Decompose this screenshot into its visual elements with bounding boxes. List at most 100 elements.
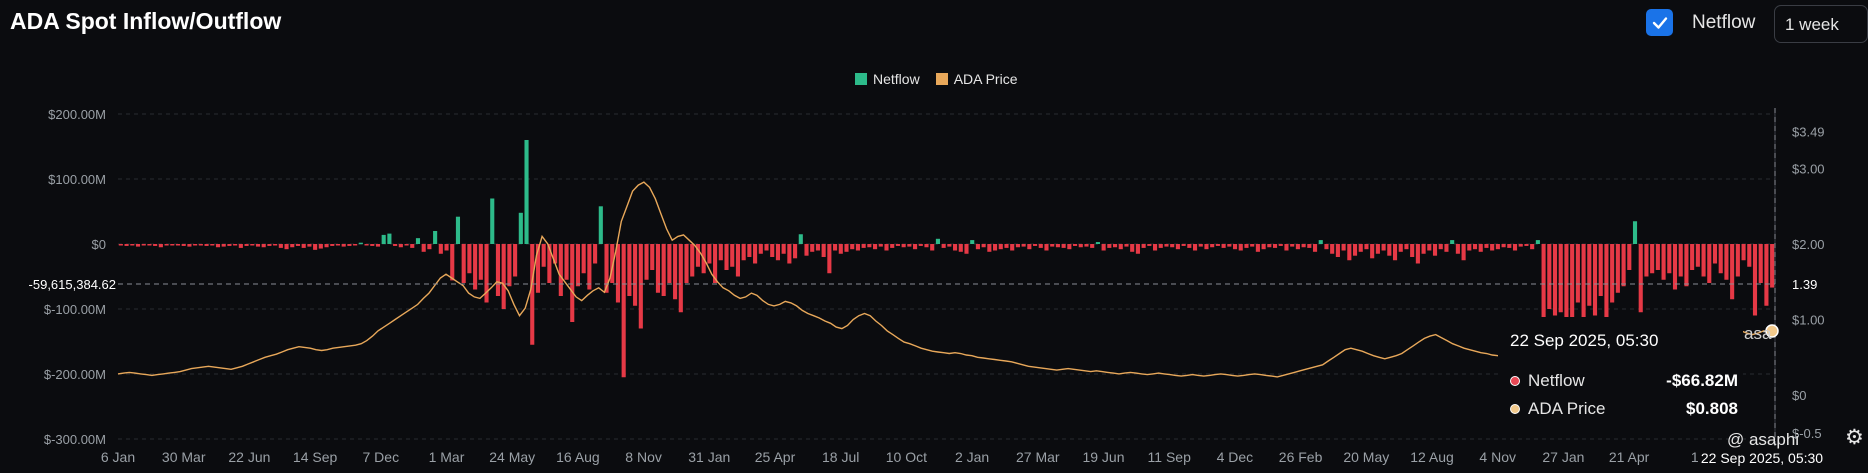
netflow-bar <box>1421 244 1426 254</box>
x-tick-label: 27 Mar <box>1016 449 1060 465</box>
netflow-bar <box>1570 244 1575 335</box>
netflow-bar <box>1227 244 1232 247</box>
netflow-bar <box>1644 244 1649 277</box>
netflow-bar <box>513 244 518 277</box>
netflow-bar <box>1627 244 1632 270</box>
legend-item-netflow[interactable]: Netflow <box>855 71 920 87</box>
netflow-bar <box>1221 244 1226 248</box>
netflow-bar <box>364 244 369 246</box>
netflow-bar <box>210 244 215 246</box>
netflow-bar <box>1181 244 1186 246</box>
tooltip-value-ada-price: $0.808 <box>1686 399 1738 418</box>
netflow-bar <box>1015 244 1020 248</box>
netflow-bar <box>1770 244 1775 288</box>
netflow-bar <box>1490 244 1495 251</box>
netflow-bar <box>1541 244 1546 322</box>
netflow-bar <box>895 244 900 246</box>
netflow-bar <box>341 244 346 247</box>
netflow-bar <box>1347 244 1352 261</box>
netflow-bar <box>1147 244 1152 246</box>
gear-icon[interactable]: ⚙ <box>1845 426 1864 449</box>
netflow-bar <box>787 244 792 264</box>
x-tick-label: 24 May <box>489 449 535 465</box>
netflow-bar <box>650 244 655 270</box>
chart-tooltip: 22 Sep 2025, 05:30 Netflow -$66.82M ADA … <box>1498 317 1743 434</box>
netflow-bar <box>130 244 135 246</box>
netflow-bar <box>1735 244 1740 277</box>
netflow-bar <box>1467 244 1472 251</box>
netflow-bar <box>1101 244 1106 251</box>
y-left-tick-label: $-200.00M <box>44 367 106 382</box>
netflow-bar <box>1135 244 1140 254</box>
netflow-bar <box>490 198 495 244</box>
netflow-bar <box>947 244 952 247</box>
netflow-bar <box>804 244 809 256</box>
netflow-bar <box>398 244 403 248</box>
netflow-bar <box>690 244 695 277</box>
netflow-bar <box>553 244 558 264</box>
netflow-bar <box>833 244 838 251</box>
netflow-bar <box>507 244 512 287</box>
netflow-bar <box>1438 244 1443 250</box>
netflow-bar <box>1204 244 1209 250</box>
netflow-bar <box>1130 244 1135 252</box>
legend-item-ada-price[interactable]: ADA Price <box>935 71 1018 87</box>
netflow-bar <box>370 244 375 246</box>
netflow-bar <box>993 244 998 251</box>
netflow-bar <box>273 244 278 246</box>
netflow-bar <box>598 206 603 244</box>
netflow-bar <box>438 244 443 254</box>
netflow-bar <box>1352 244 1358 256</box>
x-tick-label: 27 Jan <box>1542 449 1584 465</box>
netflow-bar <box>244 244 249 246</box>
netflow-bar <box>290 244 295 248</box>
netflow-toggle[interactable]: Netflow <box>1646 9 1755 36</box>
netflow-bar <box>250 244 255 246</box>
netflow-bar <box>1478 244 1483 252</box>
netflow-bar <box>684 244 689 283</box>
netflow-bar <box>1392 244 1398 261</box>
netflow-bar <box>313 244 318 250</box>
y-right-tick-label: $2.00 <box>1792 237 1825 252</box>
netflow-bar <box>713 244 718 283</box>
netflow-bar <box>1730 244 1735 300</box>
y-left-tick-label: $-300.00M <box>44 432 106 447</box>
tooltip-date: 22 Sep 2025, 05:30 <box>1510 331 1659 350</box>
netflow-bar <box>153 244 158 246</box>
x-tick-label: 16 Aug <box>556 449 600 465</box>
netflow-bar <box>1290 244 1295 247</box>
netflow-bar <box>1375 244 1380 254</box>
x-tick-label: 22 Jun <box>228 449 270 465</box>
netflow-bar <box>1741 244 1746 261</box>
netflow-bar <box>810 244 815 252</box>
netflow-bar <box>604 244 609 293</box>
netflow-bar <box>678 244 683 313</box>
x-axis: 6 Jan 30 Mar 22 Jun 14 Sep 7 Dec 1 Mar 24 May 1… <box>101 449 1699 465</box>
netflow-bar <box>935 238 940 244</box>
netflow-bar <box>124 244 129 246</box>
tooltip-value-netflow: -$66.82M <box>1666 371 1738 390</box>
netflow-bar <box>1118 244 1123 250</box>
netflow-bar <box>970 240 975 244</box>
netflow-bar <box>1518 244 1523 247</box>
netflow-bar <box>998 244 1003 250</box>
netflow-bar <box>850 244 855 250</box>
netflow-bar <box>1164 244 1169 247</box>
watermark: @ asaphi <box>1727 430 1800 449</box>
netflow-bar <box>181 244 186 246</box>
netflow-bar <box>1113 244 1118 248</box>
netflow-bar <box>1547 244 1552 309</box>
netflow-bar <box>981 244 986 248</box>
netflow-bar <box>827 244 832 274</box>
netflow-checkbox[interactable] <box>1646 9 1673 36</box>
netflow-bar <box>913 244 918 250</box>
netflow-bar <box>1472 244 1478 250</box>
netflow-bar <box>890 244 895 248</box>
netflow-bar <box>1038 244 1043 248</box>
y-right-tick-label: $0 <box>1792 388 1806 403</box>
netflow-bar <box>707 244 712 264</box>
netflow-bar <box>855 244 860 251</box>
netflow-bar <box>175 244 181 246</box>
tooltip-dot-ada-price <box>1510 404 1520 414</box>
netflow-bar <box>1598 244 1603 296</box>
